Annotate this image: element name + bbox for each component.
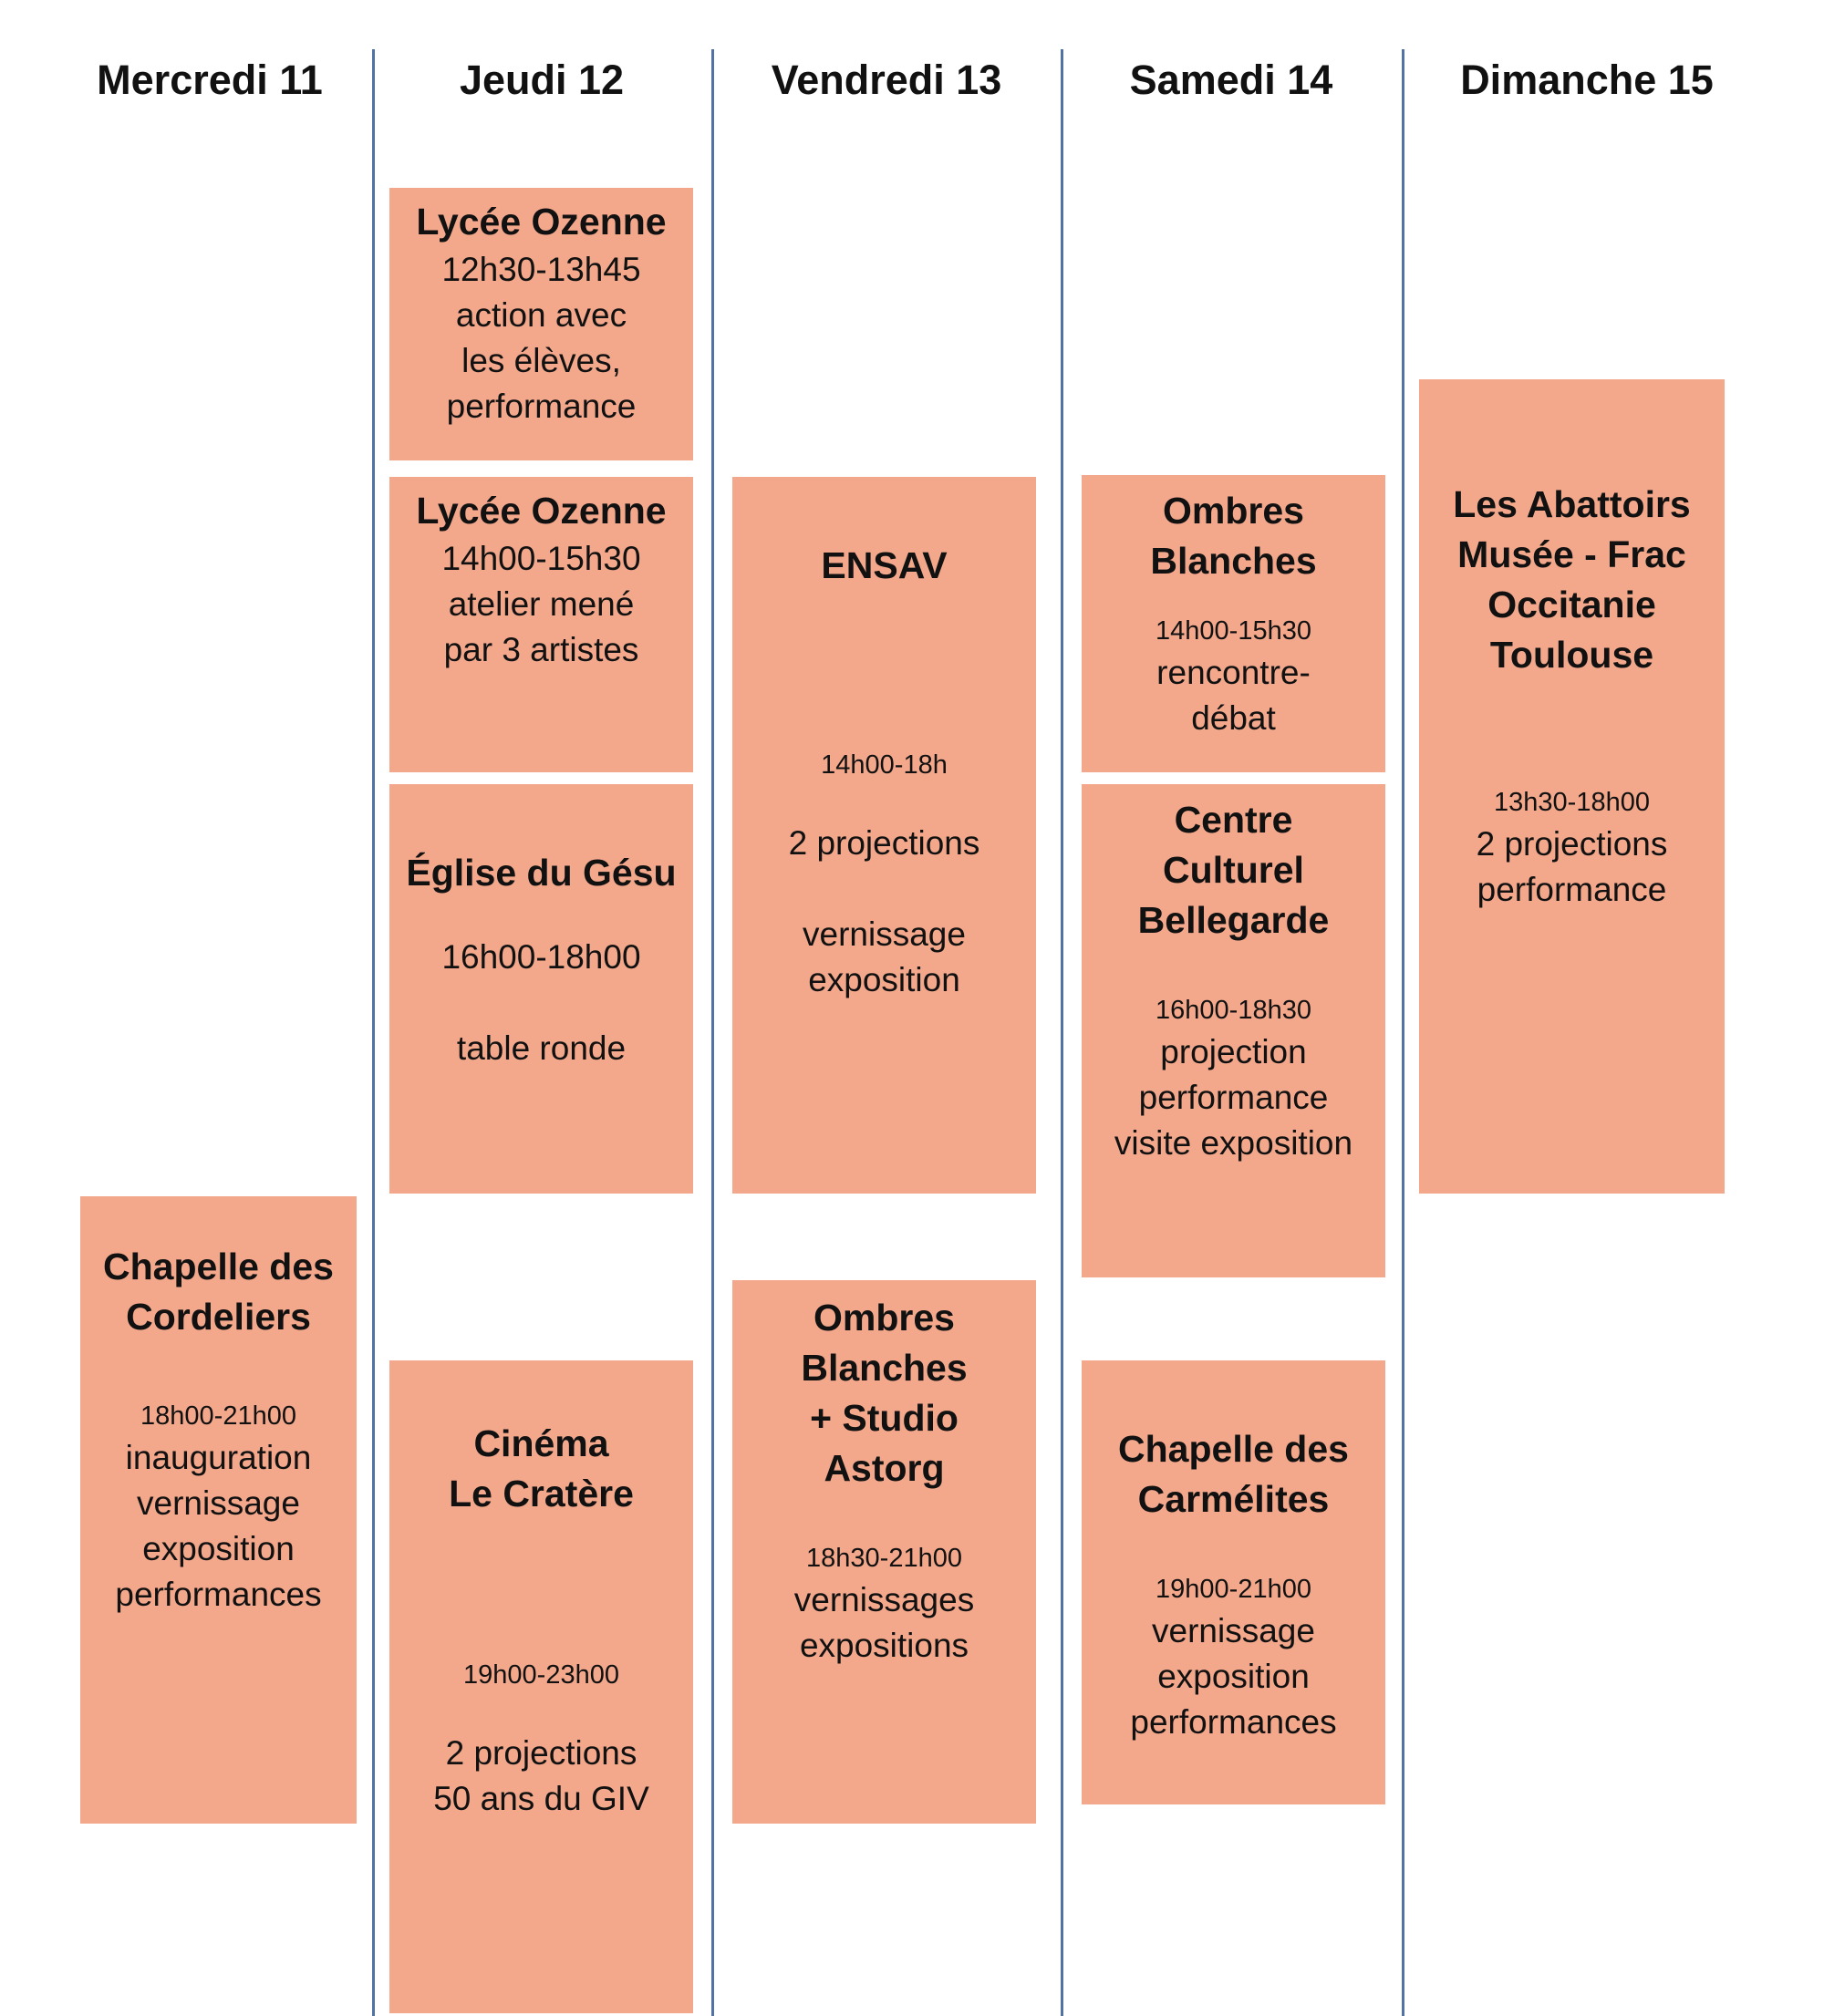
event-venue: ENSAV bbox=[821, 544, 948, 586]
event-block: Chapelle des Cordeliers 18h00-21h00 inaugu… bbox=[80, 1196, 357, 1824]
event-venue: Ombres Blanches bbox=[1150, 490, 1317, 582]
event-description: 14h00-15h30 atelier mené par 3 artistes bbox=[441, 540, 641, 668]
event-description: vernissages expositions bbox=[793, 1581, 975, 1664]
event-time: 19h00-23h00 bbox=[463, 1660, 619, 1690]
event-venue: Lycée Ozenne bbox=[416, 201, 667, 243]
event-description: 16h00-18h00 table ronde bbox=[441, 938, 641, 1067]
day-header: Vendredi 13 bbox=[771, 57, 1002, 103]
event-venue: Église du Gésu bbox=[406, 852, 677, 894]
day-header: Dimanche 15 bbox=[1460, 57, 1714, 103]
event-venue: Lycée Ozenne bbox=[416, 490, 667, 532]
column-divider bbox=[711, 49, 714, 2016]
event-time: 18h30-21h00 bbox=[806, 1544, 962, 1573]
event-description: projection performance visite exposition bbox=[1114, 1033, 1353, 1162]
column-divider bbox=[1061, 49, 1063, 2016]
event-block: Les Abattoirs Musée - Frac Occitanie Tou… bbox=[1419, 379, 1725, 1194]
event-time: 14h00-15h30 bbox=[1156, 616, 1311, 646]
event-venue: Chapelle des Carmélites bbox=[1118, 1428, 1349, 1520]
event-time: 13h30-18h00 bbox=[1494, 788, 1650, 817]
event-description: inauguration vernissage exposition perfo… bbox=[115, 1439, 322, 1613]
event-block: Ombres Blanches + Studio Astorg 18h30-21h… bbox=[732, 1280, 1036, 1824]
event-venue: Chapelle des Cordeliers bbox=[103, 1246, 334, 1338]
event-block: Cinéma Le Cratère 19h00-23h00 2 projection… bbox=[389, 1360, 693, 2013]
event-block: Centre Culturel Bellegarde 16h00-18h30 pro… bbox=[1082, 784, 1385, 1277]
column-divider bbox=[1402, 49, 1404, 2016]
event-block: Église du Gésu 16h00-18h00 table ronde bbox=[389, 784, 693, 1194]
event-description: 2 projections performance bbox=[1476, 825, 1668, 908]
day-header: Mercredi 11 bbox=[97, 57, 323, 103]
event-description: 2 projections vernissage exposition bbox=[788, 824, 980, 998]
event-venue: Ombres Blanches + Studio Astorg bbox=[801, 1297, 968, 1489]
event-block: Ombres Blanches 14h00-15h30 rencontre- déb… bbox=[1082, 475, 1385, 772]
event-block: Lycée Ozenne 12h30-13h45 action avec les … bbox=[389, 188, 693, 460]
event-block: Chapelle des Carmélites 19h00-21h00 vernis… bbox=[1082, 1360, 1385, 1804]
day-header: Samedi 14 bbox=[1129, 57, 1333, 103]
event-time: 18h00-21h00 bbox=[140, 1401, 296, 1431]
event-time: 14h00-18h bbox=[821, 750, 948, 780]
event-description: 12h30-13h45 action avec les élèves, perf… bbox=[441, 251, 641, 425]
day-header: Jeudi 12 bbox=[459, 57, 625, 103]
event-time: 19h00-21h00 bbox=[1156, 1575, 1311, 1604]
event-description: 2 projections 50 ans du GIV bbox=[433, 1734, 649, 1817]
column-divider bbox=[372, 49, 375, 2016]
event-time: 16h00-18h30 bbox=[1156, 996, 1311, 1025]
event-description: rencontre- débat bbox=[1156, 654, 1311, 737]
event-block: Lycée Ozenne 14h00-15h30 atelier mené par… bbox=[389, 477, 693, 772]
event-description: vernissage exposition performances bbox=[1130, 1612, 1337, 1741]
event-venue: Les Abattoirs Musée - Frac Occitanie Tou… bbox=[1453, 483, 1691, 676]
event-block: ENSAV 14h00-18h 2 projections vernissage e… bbox=[732, 477, 1036, 1194]
event-venue: Cinéma Le Cratère bbox=[449, 1422, 634, 1515]
event-venue: Centre Culturel Bellegarde bbox=[1137, 799, 1330, 941]
